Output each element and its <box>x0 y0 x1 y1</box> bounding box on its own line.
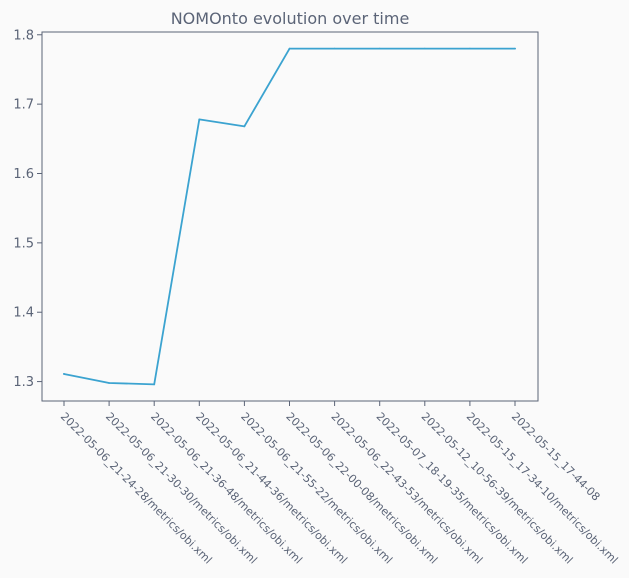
data-point <box>423 47 426 50</box>
data-point <box>243 125 246 128</box>
data-point <box>288 47 291 50</box>
data-point <box>514 47 516 50</box>
y-tick-label: 1.7 <box>13 98 34 113</box>
plot-area-frame <box>41 31 539 402</box>
data-point <box>108 382 110 384</box>
data-point <box>153 383 156 386</box>
chart-title: NOMOnto evolution over time <box>171 9 410 28</box>
data-point <box>378 47 381 50</box>
data-point <box>333 47 336 50</box>
y-tick-label: 1.6 <box>13 167 34 182</box>
data-point <box>469 47 471 50</box>
series-layer <box>63 47 516 386</box>
y-tick-label: 1.8 <box>13 28 34 43</box>
y-axis: 1.3 1.4 1.5 1.6 1.7 1.8 <box>13 28 42 390</box>
y-tick-label: 1.5 <box>13 236 34 251</box>
y-tick-label: 1.4 <box>13 306 34 321</box>
data-point <box>63 373 65 375</box>
data-point <box>198 118 201 121</box>
y-tick-label: 1.3 <box>13 375 34 390</box>
